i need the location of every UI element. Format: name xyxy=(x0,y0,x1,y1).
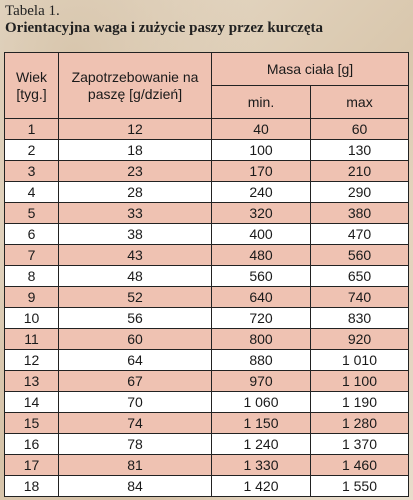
cell-week: 15 xyxy=(4,412,59,434)
cell-week: 13 xyxy=(4,370,59,392)
cell-feed: 23 xyxy=(58,160,212,182)
table-row: 6 38 400 470 xyxy=(4,223,409,245)
table-row: 16 78 1 240 1 370 xyxy=(4,433,409,455)
header-age: Wiek [tyg.] xyxy=(4,52,59,119)
cell-mass-max: 60 xyxy=(310,118,409,140)
cell-week: 7 xyxy=(4,244,59,266)
table-row: 9 52 640 740 xyxy=(4,286,409,308)
cell-week: 11 xyxy=(4,328,59,350)
cell-mass-min: 800 xyxy=(211,328,311,350)
cell-mass-max: 830 xyxy=(310,307,409,329)
cell-mass-max: 1 190 xyxy=(310,391,409,413)
cell-feed: 81 xyxy=(58,454,212,476)
cell-mass-max: 1 010 xyxy=(310,349,409,371)
cell-mass-min: 880 xyxy=(211,349,311,371)
cell-feed: 48 xyxy=(58,265,212,287)
table-body: 1 12 40 60 2 18 100 130 3 23 170 210 4 28 240 290 5 33 320… xyxy=(4,118,409,497)
table-row: 1 12 40 60 xyxy=(4,118,409,140)
cell-mass-min: 40 xyxy=(211,118,311,140)
cell-week: 6 xyxy=(4,223,59,245)
cell-mass-min: 640 xyxy=(211,286,311,308)
cell-mass-min: 1 240 xyxy=(211,433,311,455)
cell-feed: 12 xyxy=(58,118,212,140)
cell-mass-max: 920 xyxy=(310,328,409,350)
cell-mass-min: 720 xyxy=(211,307,311,329)
cell-feed: 52 xyxy=(58,286,212,308)
cell-mass-max: 1 370 xyxy=(310,433,409,455)
cell-feed: 56 xyxy=(58,307,212,329)
cell-mass-max: 1 280 xyxy=(310,412,409,434)
cell-mass-min: 480 xyxy=(211,244,311,266)
cell-feed: 84 xyxy=(58,475,212,497)
cell-week: 12 xyxy=(4,349,59,371)
cell-mass-max: 1 100 xyxy=(310,370,409,392)
cell-mass-min: 170 xyxy=(211,160,311,182)
cell-feed: 67 xyxy=(58,370,212,392)
cell-feed: 64 xyxy=(58,349,212,371)
cell-week: 10 xyxy=(4,307,59,329)
cell-mass-max: 290 xyxy=(310,181,409,203)
table-row: 12 64 880 1 010 xyxy=(4,349,409,371)
header-mass-min: min. xyxy=(211,85,311,119)
table-row: 5 33 320 380 xyxy=(4,202,409,224)
cell-feed: 78 xyxy=(58,433,212,455)
cell-week: 2 xyxy=(4,139,59,161)
cell-mass-min: 400 xyxy=(211,223,311,245)
cell-week: 14 xyxy=(4,391,59,413)
cell-mass-min: 970 xyxy=(211,370,311,392)
cell-feed: 70 xyxy=(58,391,212,413)
cell-mass-min: 1 060 xyxy=(211,391,311,413)
cell-feed: 60 xyxy=(58,328,212,350)
cell-mass-max: 1 460 xyxy=(310,454,409,476)
cell-mass-min: 1 420 xyxy=(211,475,311,497)
table-row: 18 84 1 420 1 550 xyxy=(4,475,409,497)
cell-mass-min: 320 xyxy=(211,202,311,224)
table-row: 7 43 480 560 xyxy=(4,244,409,266)
feed-weight-table: Wiek [tyg.] Zapotrzebowanie na paszę [g/… xyxy=(4,52,409,497)
cell-mass-min: 240 xyxy=(211,181,311,203)
cell-mass-max: 740 xyxy=(310,286,409,308)
cell-week: 4 xyxy=(4,181,59,203)
cell-mass-max: 380 xyxy=(310,202,409,224)
table-row: 14 70 1 060 1 190 xyxy=(4,391,409,413)
table-row: 10 56 720 830 xyxy=(4,307,409,329)
table-row: 4 28 240 290 xyxy=(4,181,409,203)
cell-week: 17 xyxy=(4,454,59,476)
cell-feed: 28 xyxy=(58,181,212,203)
table-label: Tabela 1. xyxy=(5,3,60,19)
cell-mass-max: 560 xyxy=(310,244,409,266)
cell-mass-max: 130 xyxy=(310,139,409,161)
cell-feed: 43 xyxy=(58,244,212,266)
cell-week: 16 xyxy=(4,433,59,455)
table-row: 2 18 100 130 xyxy=(4,139,409,161)
cell-week: 5 xyxy=(4,202,59,224)
table-title: Orientacyjna waga i zużycie paszy przez … xyxy=(5,20,323,36)
table-row: 3 23 170 210 xyxy=(4,160,409,182)
cell-mass-max: 210 xyxy=(310,160,409,182)
table-row: 15 74 1 150 1 280 xyxy=(4,412,409,434)
header-mass: Masa ciała [g] xyxy=(211,52,409,86)
cell-mass-max: 650 xyxy=(310,265,409,287)
table-row: 8 48 560 650 xyxy=(4,265,409,287)
cell-mass-max: 470 xyxy=(310,223,409,245)
cell-feed: 18 xyxy=(58,139,212,161)
table-row: 11 60 800 920 xyxy=(4,328,409,350)
cell-mass-min: 560 xyxy=(211,265,311,287)
cell-week: 8 xyxy=(4,265,59,287)
cell-week: 18 xyxy=(4,475,59,497)
cell-feed: 38 xyxy=(58,223,212,245)
cell-mass-min: 100 xyxy=(211,139,311,161)
header-mass-max: max xyxy=(310,85,409,119)
cell-week: 3 xyxy=(4,160,59,182)
cell-feed: 74 xyxy=(58,412,212,434)
table-row: 13 67 970 1 100 xyxy=(4,370,409,392)
cell-mass-max: 1 550 xyxy=(310,475,409,497)
cell-mass-min: 1 150 xyxy=(211,412,311,434)
cell-feed: 33 xyxy=(58,202,212,224)
header-feed: Zapotrzebowanie na paszę [g/dzień] xyxy=(58,52,212,119)
cell-week: 1 xyxy=(4,118,59,140)
cell-mass-min: 1 330 xyxy=(211,454,311,476)
cell-week: 9 xyxy=(4,286,59,308)
table-row: 17 81 1 330 1 460 xyxy=(4,454,409,476)
